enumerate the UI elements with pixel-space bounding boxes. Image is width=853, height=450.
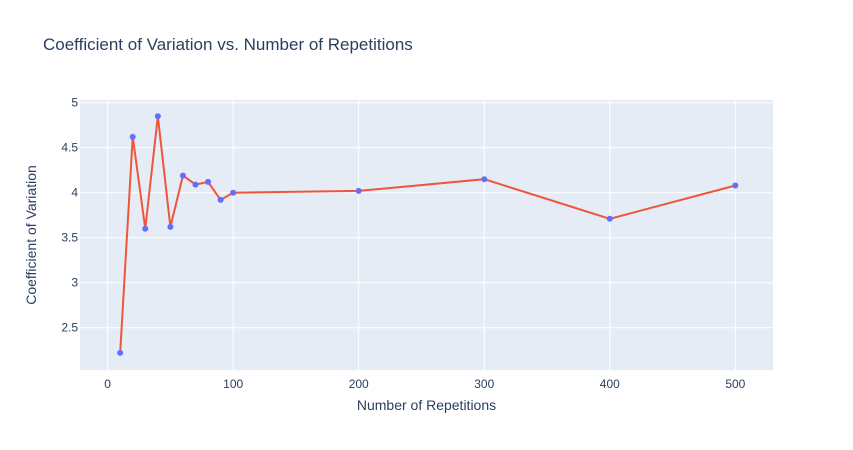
- y-tick-label: 3: [71, 276, 78, 290]
- data-point: [117, 349, 124, 356]
- series-line: [119, 116, 736, 353]
- plot-area: [80, 100, 773, 370]
- data-point: [179, 172, 186, 179]
- data-point: [129, 133, 136, 140]
- y-tick-label: 4.5: [61, 141, 78, 155]
- x-tick-label: 200: [349, 377, 369, 391]
- x-tick-labels: 0 100 200 300 400 500: [104, 377, 745, 391]
- x-tick-label: 100: [223, 377, 243, 391]
- x-tick-label: 300: [474, 377, 494, 391]
- data-point: [230, 189, 237, 196]
- y-tick-labels: 2.5 3 3.5 4 4.5 5: [61, 96, 78, 335]
- data-point: [481, 176, 488, 183]
- data-point: [142, 225, 149, 232]
- y-axis-title: Coefficient of Variation: [23, 165, 39, 305]
- data-point: [732, 182, 739, 189]
- y-tick-label: 2.5: [61, 321, 78, 335]
- data-point: [606, 215, 613, 222]
- y-gridlines: [80, 102, 773, 329]
- x-tick-label: 500: [725, 377, 745, 391]
- x-axis-title: Number of Repetitions: [357, 397, 496, 413]
- data-point: [355, 187, 362, 194]
- data-point: [205, 178, 212, 185]
- data-point: [154, 113, 161, 120]
- data-point: [217, 196, 224, 203]
- y-tick-label: 4: [71, 186, 78, 200]
- x-tick-label: 400: [600, 377, 620, 391]
- chart-title: Coefficient of Variation vs. Number of R…: [43, 35, 413, 54]
- data-point: [167, 223, 174, 230]
- y-tick-label: 5: [71, 96, 78, 110]
- data-point: [192, 181, 199, 188]
- series-markers: [117, 113, 739, 356]
- x-gridlines: [107, 100, 736, 370]
- y-tick-label: 3.5: [61, 231, 78, 245]
- x-tick-label: 0: [104, 377, 111, 391]
